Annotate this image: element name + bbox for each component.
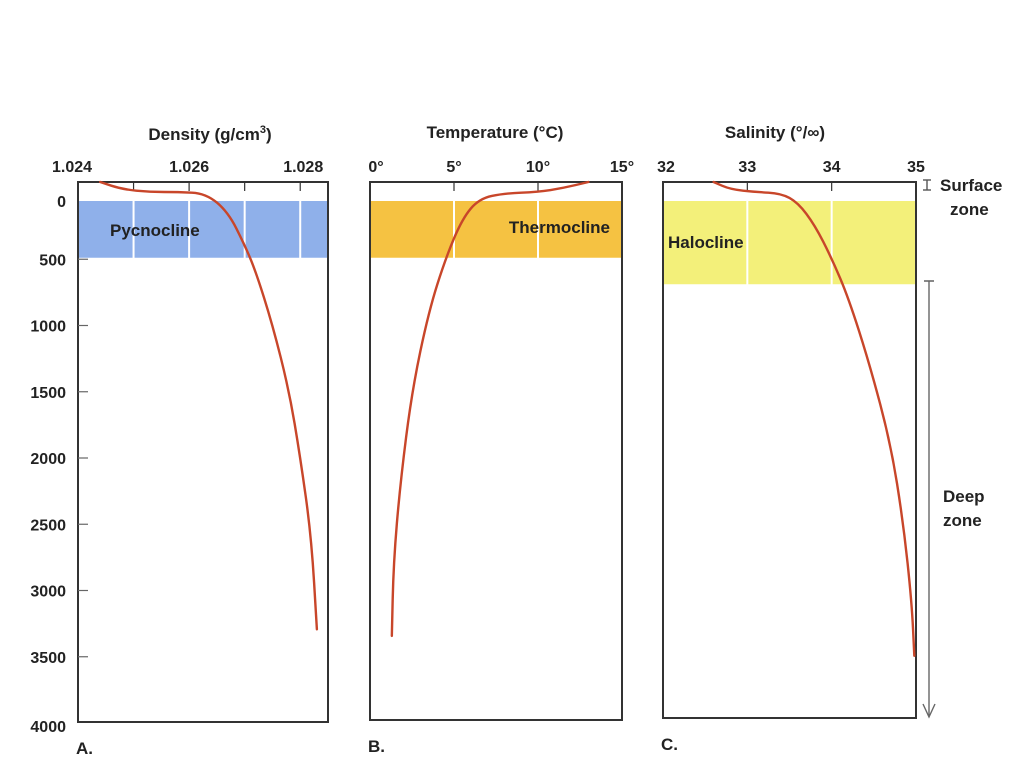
band-label: Pycnocline [110,221,200,240]
axis-title: Temperature (°C) [427,123,564,142]
x-tick-label: 10° [526,159,550,176]
depth-axis: 0 500 1000 1500 2000 2500 3000 3500 4000 [30,194,88,736]
x-tick-label: 32 [657,159,675,176]
y-tick-label: 2500 [30,517,66,534]
x-tick-label: 1.026 [169,159,209,176]
x-tick-label: 34 [823,159,841,176]
y-tick-label: 4000 [30,719,66,736]
x-tick-label: 1.028 [283,159,323,176]
y-tick-label: 500 [39,252,66,269]
title-main: Density (g/cm [148,125,259,144]
x-tick-label: 5° [446,159,461,176]
y-tick-label: 1500 [30,385,66,402]
plot-frame [77,181,329,723]
panel-label: A. [76,739,93,758]
x-tick-label: 0° [368,159,383,176]
axis-title: Salinity (°/∞) [725,123,825,142]
salinity-panel: Halocline Salinity (°/∞) 32 33 34 35 C. [657,123,925,754]
deep-zone-label-2: zone [943,511,982,530]
title-superscript: 3 [260,124,266,136]
arrow-down-icon [922,703,936,719]
cline-band [78,201,328,259]
x-tick-label: 35 [907,159,925,176]
band-label: Thermocline [509,218,610,237]
salinity-curve [712,180,916,657]
surface-zone-label-1: Surface [940,176,1002,195]
y-tick-label: 3500 [30,650,66,667]
temperature-curve [390,180,590,638]
title-end: ) [266,125,272,144]
zone-annotations: Surface zone Deep zone [922,176,1002,719]
density-panel: Pycnocline Density (g/cm3) 1.024 1.026 1.028… [52,124,329,758]
plot-frame [662,181,917,719]
y-tick-label: 3000 [30,584,66,601]
x-tick-label: 15° [610,159,634,176]
cline-band [663,201,916,285]
y-tick-label: 1000 [30,319,66,336]
axis-title: Density (g/cm3) [148,124,271,144]
surface-zone-label-2: zone [950,200,989,219]
panel-label: C. [661,735,678,754]
cline-band [370,201,622,259]
deep-zone-label-1: Deep [943,487,985,506]
x-tick-label: 33 [738,159,756,176]
x-tick-label: 1.024 [52,159,92,176]
plot-frame [369,181,623,721]
panel-label: B. [368,737,385,756]
temperature-panel: Thermocline Temperature (°C) 0° 5° 10° 15° B. [368,123,634,756]
y-tick-label: 0 [57,194,66,211]
density-curve [99,180,319,631]
y-tick-label: 2000 [30,451,66,468]
band-label: Halocline [668,233,744,252]
